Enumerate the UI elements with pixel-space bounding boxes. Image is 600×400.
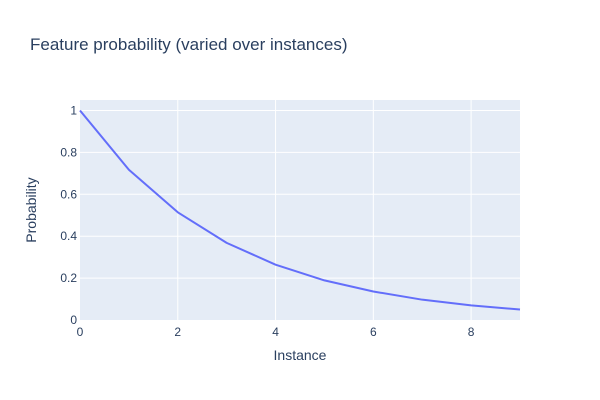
y-tick-label: 0.8 [60, 145, 77, 159]
y-tick-label: 0.4 [60, 229, 77, 243]
x-tick-label: 0 [77, 325, 84, 339]
gridlines [80, 100, 520, 320]
y-axis-title: Probability [23, 177, 39, 242]
y-tick-label: 0 [70, 313, 77, 327]
series-layer [79, 109, 521, 311]
chart-title: Feature probability (varied over instanc… [30, 35, 347, 54]
y-tick-label: 1 [70, 103, 77, 117]
y-tick-label: 0.6 [60, 187, 77, 201]
x-axis-title: Instance [274, 347, 327, 363]
y-tick-label: 0.2 [60, 271, 77, 285]
x-tick-label: 6 [370, 325, 377, 339]
series-line [79, 109, 521, 311]
plot-area [80, 100, 520, 320]
x-tick-label: 2 [174, 325, 181, 339]
x-tick-label: 4 [272, 325, 279, 339]
tick-labels: 0 2 4 6 8 0 0.2 0.4 0.6 0.8 1 [60, 103, 474, 339]
x-tick-label: 8 [468, 325, 475, 339]
